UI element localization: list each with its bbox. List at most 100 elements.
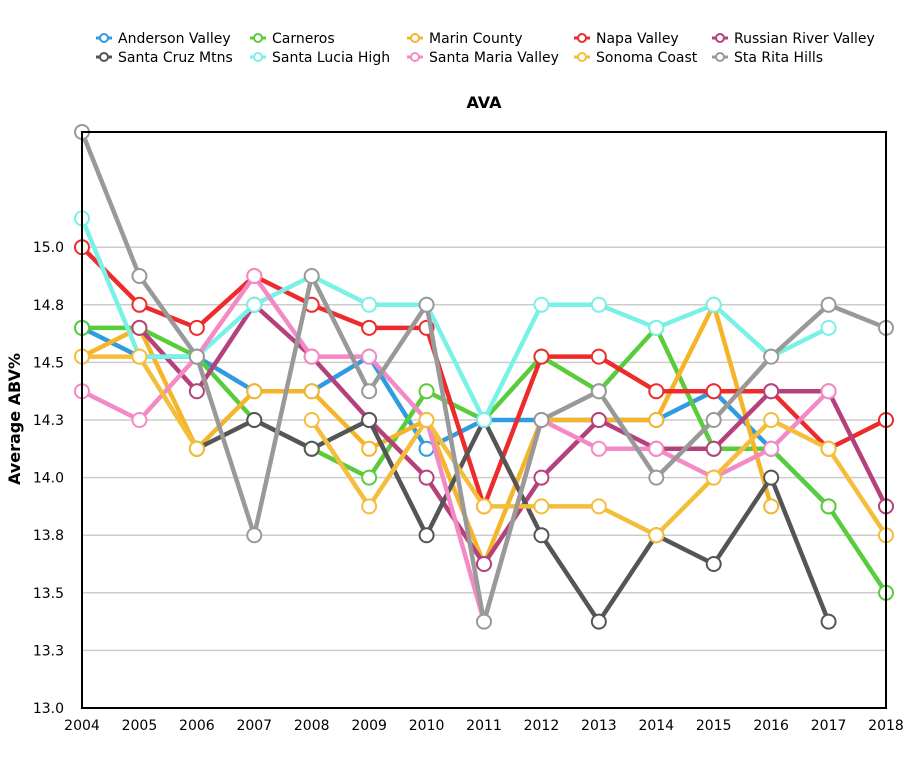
- legend-label: Russian River Valley: [734, 31, 875, 47]
- data-point: [131, 412, 148, 428]
- x-tick-label: 2004: [64, 718, 100, 734]
- data-point: [705, 440, 722, 457]
- legend-swatch-marker: [577, 33, 587, 43]
- y-tick-label: 14.3: [33, 413, 64, 429]
- x-tick-label: 2008: [294, 718, 330, 734]
- data-point: [820, 613, 837, 630]
- legend-item: Napa Valley: [574, 31, 679, 47]
- data-point: [590, 296, 607, 313]
- data-point: [763, 440, 780, 457]
- series-line: [194, 417, 831, 624]
- legend-item: Sta Rita Hills: [712, 50, 823, 66]
- legend-item: Sonoma Coast: [574, 50, 698, 66]
- data-point: [533, 527, 550, 544]
- data-point: [476, 613, 492, 630]
- data-point: [705, 383, 722, 400]
- data-point: [361, 412, 378, 428]
- data-point: [763, 348, 780, 365]
- series-sta-rita-hills: [74, 124, 894, 630]
- legend-label: Napa Valley: [596, 31, 679, 47]
- legend-swatch-marker: [410, 33, 420, 43]
- legend-swatch-marker: [99, 33, 109, 43]
- y-axis-ticks: 13.0 13.3 13.5 13.8 14.0 14.3 14.5 14.8 15.0: [33, 240, 64, 717]
- x-tick-label: 2017: [811, 718, 847, 734]
- legend-swatch-marker: [577, 52, 587, 62]
- data-point: [820, 319, 837, 336]
- x-tick-label: 2012: [524, 718, 560, 734]
- data-point: [648, 527, 665, 544]
- data-point: [476, 498, 492, 515]
- data-point: [705, 296, 722, 313]
- x-tick-label: 2005: [122, 718, 158, 734]
- y-tick-label: 13.3: [33, 643, 64, 659]
- legend-label: Carneros: [272, 31, 335, 47]
- data-point: [820, 383, 837, 400]
- data-point: [418, 469, 435, 486]
- data-point: [533, 412, 550, 428]
- y-tick-label: 13.5: [33, 586, 64, 602]
- legend-label: Sta Rita Hills: [734, 50, 823, 66]
- data-point: [246, 412, 263, 428]
- legend-item: Carneros: [250, 31, 335, 47]
- y-tick-label: 15.0: [33, 240, 64, 256]
- data-point: [303, 268, 320, 284]
- data-point: [418, 383, 435, 400]
- data-point: [533, 348, 550, 365]
- data-point: [648, 469, 665, 486]
- legend-swatch-marker: [253, 52, 263, 62]
- data-point: [763, 412, 780, 428]
- series-line: [79, 325, 831, 509]
- y-tick-label: 13.0: [33, 701, 64, 717]
- data-point: [533, 296, 550, 313]
- legend: Anderson Valley Carneros Marin County Napa …: [96, 31, 875, 66]
- legend-label: Santa Lucia High: [272, 50, 390, 66]
- legend-label: Anderson Valley: [118, 31, 231, 47]
- legend-label: Santa Cruz Mtns: [118, 50, 233, 66]
- data-point: [246, 268, 263, 284]
- data-point: [590, 383, 607, 400]
- legend-label: Marin County: [429, 31, 523, 47]
- series-line: [79, 216, 831, 423]
- data-point: [303, 440, 320, 457]
- y-tick-label: 14.0: [33, 471, 64, 487]
- data-point: [590, 348, 607, 365]
- series-line: [79, 273, 831, 624]
- data-point: [361, 296, 378, 313]
- data-point: [590, 440, 607, 457]
- x-axis-ticks: 2004 2005 2006 2007 2008 2009 2010 2011 2012 2013…: [64, 718, 904, 734]
- data-point: [246, 383, 263, 400]
- data-point: [131, 348, 148, 365]
- data-point: [533, 469, 550, 486]
- legend-item: Anderson Valley: [96, 31, 231, 47]
- data-point: [361, 498, 378, 515]
- data-point: [590, 412, 607, 428]
- data-point: [188, 348, 205, 365]
- x-tick-label: 2018: [868, 718, 904, 734]
- data-point: [188, 440, 205, 457]
- data-point: [820, 296, 837, 313]
- series-sonoma-coast: [74, 348, 894, 544]
- series-santa-lucia-high: [74, 210, 837, 428]
- x-tick-label: 2011: [466, 718, 502, 734]
- legend-label: Sonoma Coast: [596, 50, 698, 66]
- data-point: [188, 319, 205, 336]
- x-tick-label: 2006: [179, 718, 215, 734]
- data-point: [246, 527, 263, 544]
- legend-item: Russian River Valley: [712, 31, 875, 47]
- data-point: [590, 613, 607, 630]
- data-point: [590, 498, 607, 515]
- legend-item: Santa Lucia High: [250, 50, 390, 66]
- legend-swatch-marker: [715, 33, 725, 43]
- data-point: [361, 469, 378, 486]
- data-point: [648, 319, 665, 336]
- data-point: [418, 412, 435, 428]
- series-layer: [74, 124, 894, 630]
- data-point: [820, 440, 837, 457]
- plot-frame: [81, 131, 887, 709]
- data-point: [648, 440, 665, 457]
- legend-item: Santa Cruz Mtns: [96, 50, 233, 66]
- x-tick-label: 2014: [638, 718, 674, 734]
- data-point: [361, 348, 378, 365]
- data-point: [705, 469, 722, 486]
